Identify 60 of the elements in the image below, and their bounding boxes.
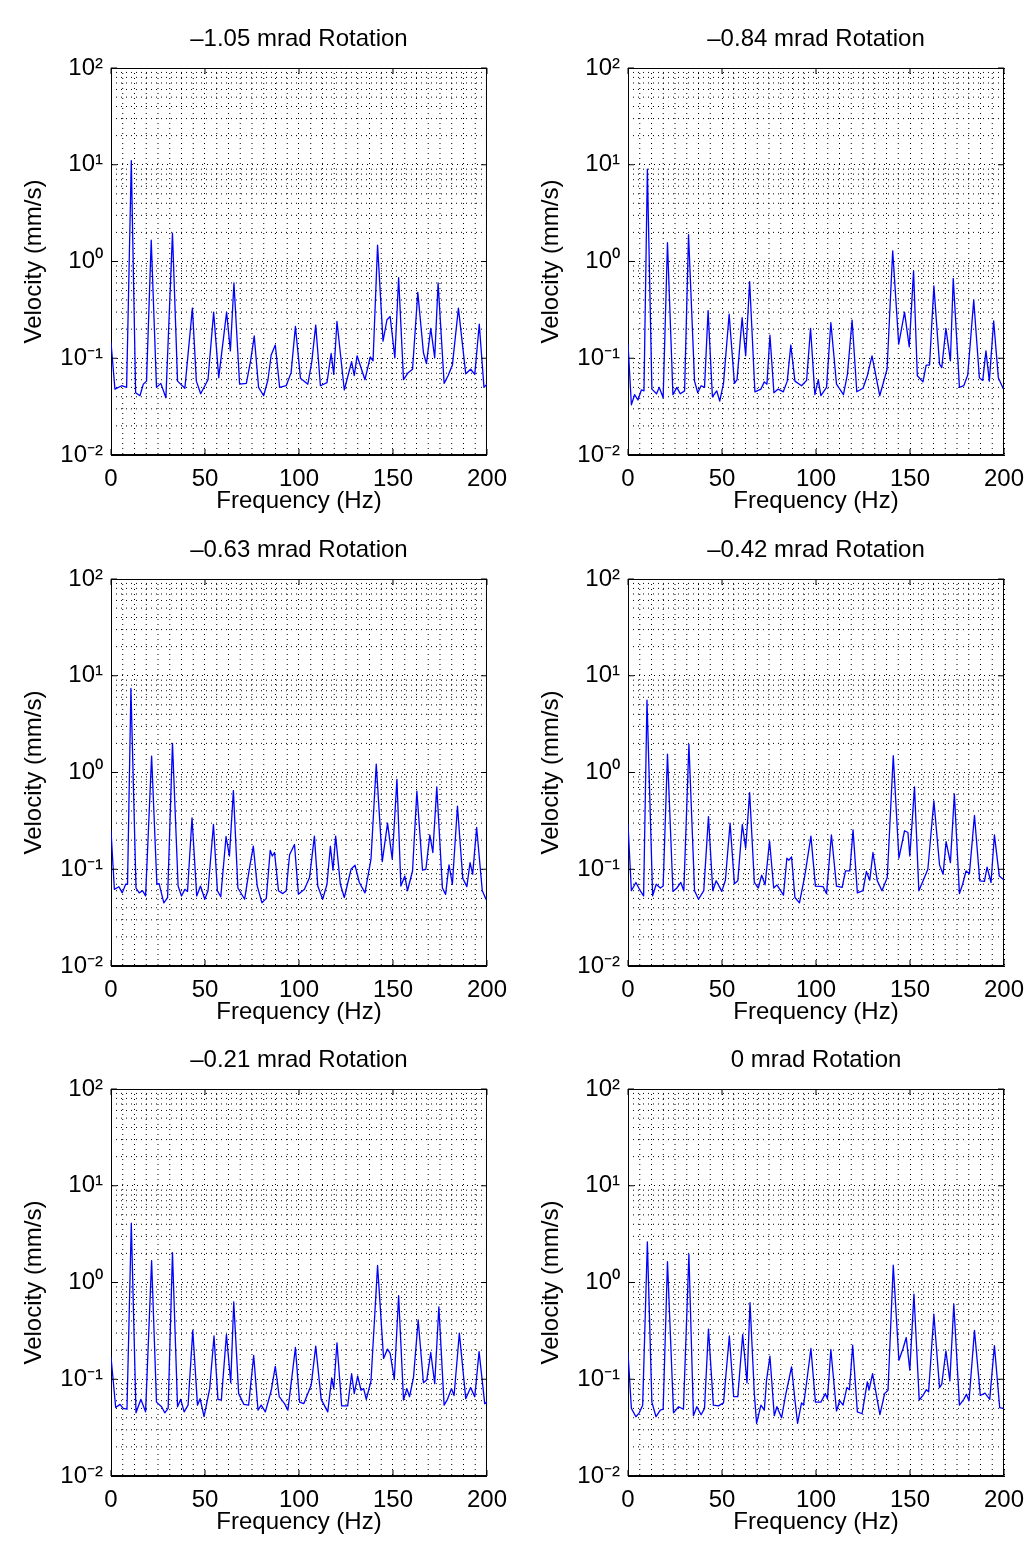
chart-title: –0.84 mrad Rotation: [707, 23, 925, 51]
y-tick-label: 10²: [68, 1073, 104, 1101]
y-tick-label: 10²: [585, 563, 621, 591]
chart-title: –0.42 mrad Rotation: [707, 534, 925, 562]
y-tick-label: 10⁰: [68, 1267, 103, 1295]
y-tick-label: 10⁻²: [60, 1460, 104, 1488]
y-tick-label: 10⁰: [585, 1267, 620, 1295]
y-axis-title: Velocity (mm/s): [536, 1200, 564, 1365]
y-tick-label: 10⁻¹: [577, 853, 621, 881]
y-tick-label: 10⁻²: [577, 439, 621, 467]
y-tick-label: 10¹: [585, 149, 621, 177]
x-tick-label: 0: [621, 1485, 635, 1513]
y-axis-title: Velocity (mm/s): [536, 179, 564, 344]
y-tick-label: 10⁻²: [60, 439, 104, 467]
x-tick-label: 0: [621, 464, 635, 492]
y-axis-title: Velocity (mm/s): [19, 179, 47, 344]
y-tick-label: 10⁰: [585, 246, 620, 274]
x-tick-label: 200: [983, 975, 1025, 1003]
y-tick-label: 10⁰: [68, 757, 103, 785]
y-axis-title: Velocity (mm/s): [536, 690, 564, 855]
x-tick-label: 200: [983, 1485, 1025, 1513]
y-tick-label: 10²: [585, 52, 621, 80]
x-tick-label: 200: [466, 464, 507, 492]
y-tick-label: 10⁻¹: [577, 1363, 621, 1391]
y-tick-label: 10¹: [585, 660, 621, 688]
y-tick-label: 10⁰: [68, 246, 103, 274]
x-tick-label: 0: [104, 1485, 118, 1513]
y-tick-label: 10²: [68, 563, 104, 591]
x-tick-label: 0: [621, 975, 635, 1003]
chart-title: 0 mrad Rotation: [730, 1044, 902, 1072]
y-tick-label: 10⁻¹: [60, 342, 104, 370]
y-tick-label: 10⁻¹: [60, 1363, 104, 1391]
x-tick-label: 200: [466, 975, 507, 1003]
x-tick-label: 50: [191, 975, 219, 1003]
y-tick-label: 10¹: [68, 1170, 104, 1198]
x-tick-label: 50: [191, 464, 219, 492]
y-axis-title: Velocity (mm/s): [19, 1200, 47, 1365]
y-tick-label: 10⁻¹: [60, 853, 104, 881]
y-tick-label: 10¹: [68, 660, 104, 688]
chart-title: –0.21 mrad Rotation: [190, 1044, 408, 1072]
chart-title: –1.05 mrad Rotation: [190, 23, 408, 51]
y-axis-title: Velocity (mm/s): [19, 690, 47, 855]
x-tick-label: 200: [466, 1485, 507, 1513]
chart-title: –0.63 mrad Rotation: [190, 534, 408, 562]
y-tick-label: 10⁰: [585, 757, 620, 785]
y-tick-label: 10⁻²: [577, 1460, 621, 1488]
y-tick-label: 10⁻²: [577, 950, 621, 978]
y-tick-label: 10⁻²: [60, 950, 104, 978]
y-tick-label: 10¹: [585, 1170, 621, 1198]
x-tick-label: 0: [104, 464, 118, 492]
x-tick-label: 200: [983, 464, 1025, 492]
y-tick-label: 10⁻¹: [577, 342, 621, 370]
x-tick-label: 0: [104, 975, 118, 1003]
y-tick-label: 10²: [68, 52, 104, 80]
x-tick-label: 50: [191, 1485, 219, 1513]
y-tick-label: 10¹: [68, 149, 104, 177]
x-tick-label: 50: [708, 975, 736, 1003]
y-tick-label: 10²: [585, 1073, 621, 1101]
x-tick-label: 50: [708, 464, 736, 492]
x-tick-label: 50: [708, 1485, 736, 1513]
